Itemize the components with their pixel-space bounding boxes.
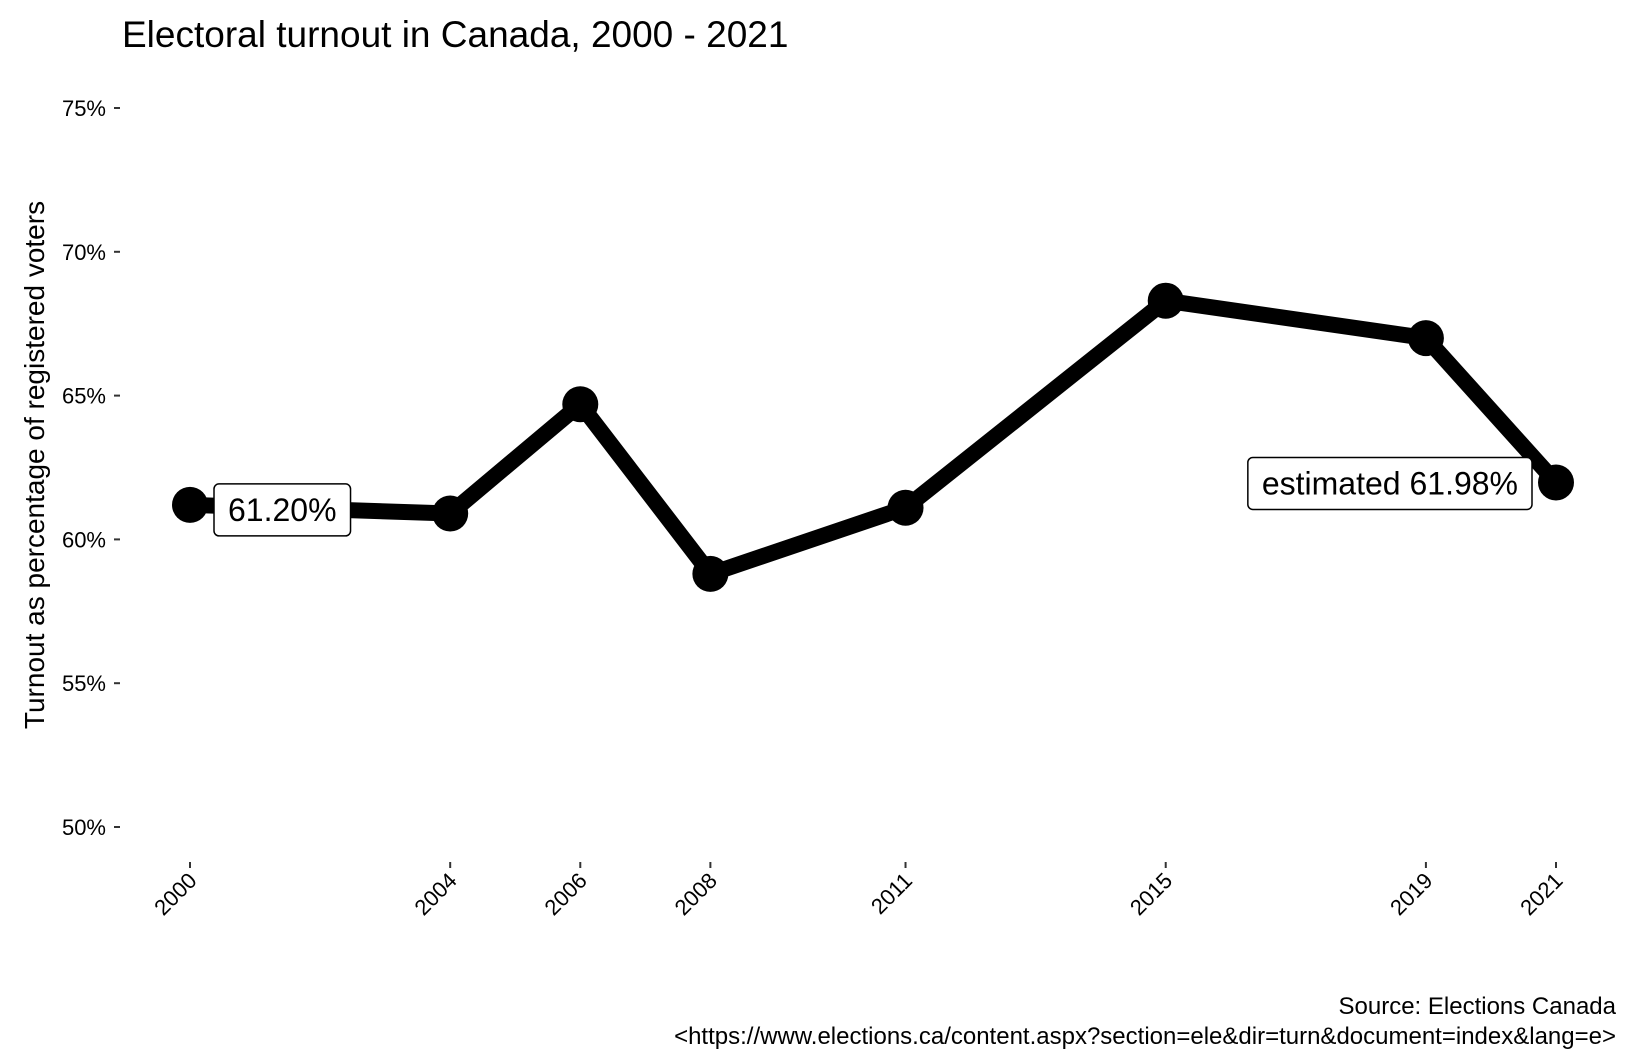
y-tick-label: 50%: [62, 815, 106, 840]
y-tick-label: 70%: [62, 240, 106, 265]
x-tick-label: 2015: [1125, 868, 1177, 920]
x-axis: 2000 2004 2006 2008 2011 2015 2019 2021: [149, 862, 1568, 920]
turnout-point-2000: [172, 486, 208, 523]
turnout-point-2015: [1147, 282, 1184, 319]
series-group: [172, 282, 1574, 592]
annotation-text: 61.20%: [228, 492, 337, 528]
y-tick-label: 75%: [62, 96, 106, 121]
annotation-text: estimated 61.98%: [1262, 465, 1518, 501]
x-tick-label: 2011: [866, 868, 917, 919]
annotation-label-2021: estimated 61.98%: [1247, 456, 1533, 511]
turnout-point-2004: [432, 495, 469, 532]
source-caption: Source: Elections Canada: [1339, 993, 1617, 1020]
annotations-group: 61.20% estimated 61.98%: [213, 456, 1533, 537]
x-tick-label: 2021: [1515, 868, 1567, 920]
x-tick-label: 2004: [409, 868, 461, 920]
source-url-caption[interactable]: <https://www.elections.ca/content.aspx?s…: [674, 1023, 1616, 1050]
y-tick-label: 55%: [62, 671, 106, 696]
turnout-point-2011: [887, 489, 924, 526]
x-tick-label: 2019: [1385, 868, 1437, 920]
turnout-series-line: [182, 292, 1564, 582]
x-tick-label: 2006: [540, 868, 592, 920]
annotation-label-2000: 61.20%: [213, 483, 352, 537]
turnout-point-2021: [1538, 464, 1574, 501]
y-tick-label: 65%: [62, 384, 106, 409]
x-tick-label: 2000: [149, 868, 201, 920]
annotation-box: [1247, 456, 1533, 511]
y-axis: 50% 55% 60% 65% 70% 75%: [62, 96, 120, 840]
x-tick-label: 2008: [670, 868, 722, 920]
turnout-point-2019: [1407, 320, 1444, 357]
turnout-point-2008: [692, 555, 729, 592]
annotation-box: [213, 483, 352, 537]
chart-title: Electoral turnout in Canada, 2000 - 2021: [122, 14, 788, 55]
y-axis-title: Turnout as percentage of registered vote…: [19, 201, 50, 729]
turnout-point-2006: [562, 386, 599, 423]
y-tick-label: 60%: [62, 527, 106, 552]
